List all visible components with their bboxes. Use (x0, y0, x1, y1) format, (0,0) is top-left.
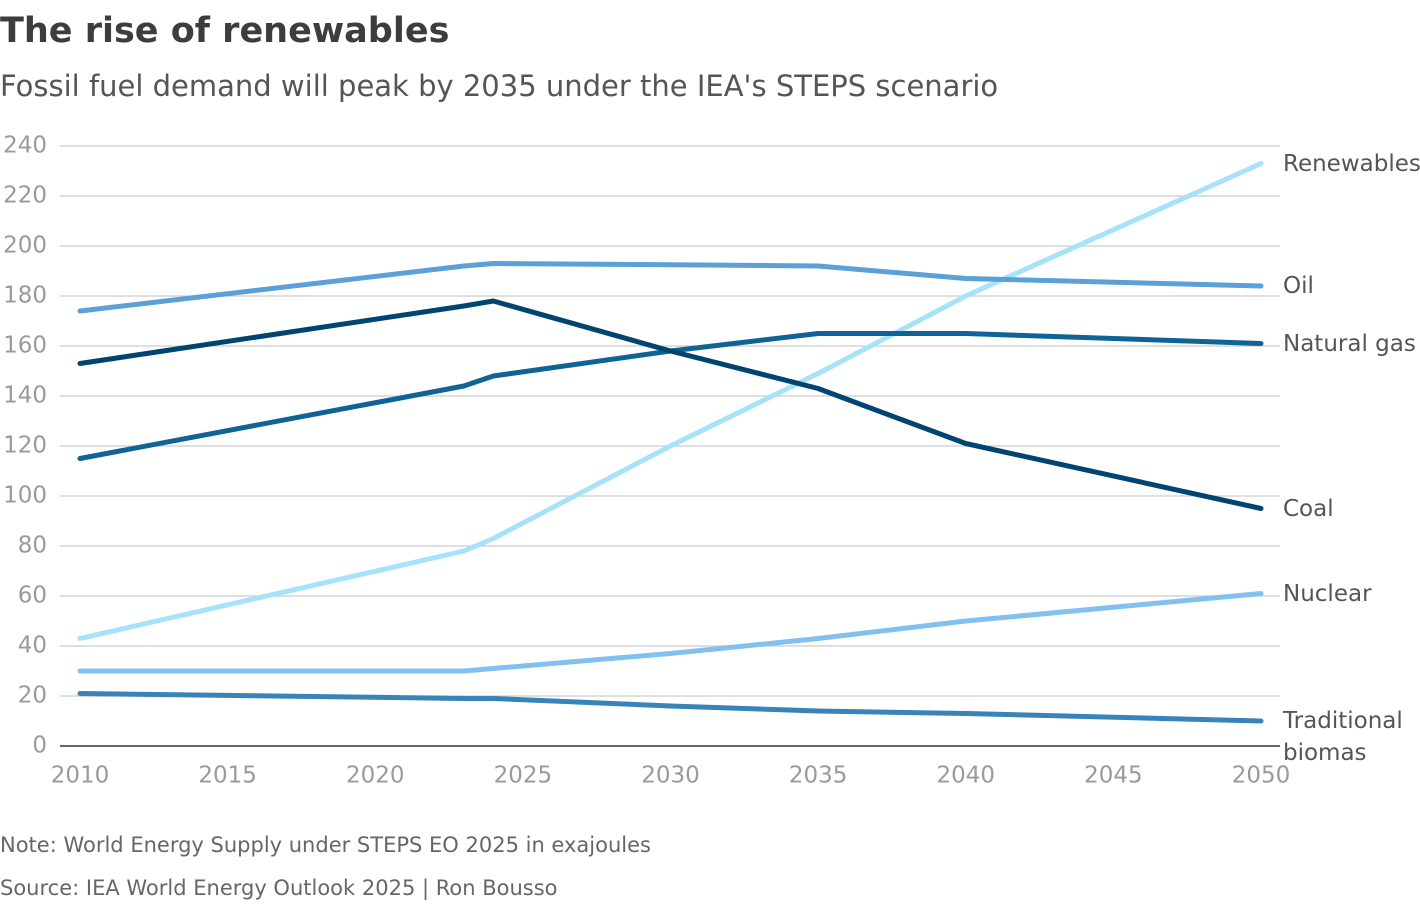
y-tick-label: 220 (3, 183, 47, 209)
y-tick-label: 80 (18, 533, 47, 559)
series-label: Oil (1283, 273, 1314, 299)
y-tick-label: 40 (18, 633, 47, 659)
y-tick-label: 120 (3, 433, 47, 459)
y-tick-label: 20 (18, 683, 47, 709)
y-tick-label: 140 (3, 383, 47, 409)
series-line (77, 591, 1264, 674)
y-tick-label: 240 (3, 133, 47, 159)
x-tick-label: 2045 (1084, 763, 1143, 789)
y-tick-label: 60 (18, 583, 47, 609)
chart-subtitle: Fossil fuel demand will peak by 2035 und… (0, 69, 998, 103)
series-line (77, 691, 1264, 724)
x-tick-label: 2030 (641, 763, 700, 789)
series-label: Coal (1283, 495, 1334, 522)
y-tick-label: 180 (3, 283, 47, 309)
chart-title: The rise of renewables (0, 11, 449, 51)
x-tick-label: 2025 (494, 763, 553, 789)
y-tick-label: 160 (3, 333, 47, 359)
y-tick-label: 0 (32, 733, 47, 759)
series-line (77, 298, 1264, 511)
source: Source: IEA World Energy Outlook 2025 | … (0, 876, 558, 901)
x-tick-label: 2015 (198, 763, 257, 789)
series-label: Natural gas (1283, 330, 1416, 357)
x-tick-label: 2020 (346, 763, 405, 789)
x-tick-label: 2010 (51, 763, 110, 789)
x-tick-label: 2040 (936, 763, 995, 789)
x-tick-label: 2035 (789, 763, 848, 789)
series-label: Renewables (1283, 150, 1420, 177)
note: Note: World Energy Supply under STEPS EO… (0, 833, 651, 857)
series-line (77, 261, 1264, 314)
series-label: Nuclear (1283, 580, 1372, 607)
series-line (77, 161, 1264, 641)
y-tick-label: 100 (3, 483, 47, 509)
series-label: Traditional biomas (1283, 708, 1403, 766)
x-tick-label: 2050 (1232, 763, 1291, 789)
y-tick-label: 200 (3, 233, 47, 259)
